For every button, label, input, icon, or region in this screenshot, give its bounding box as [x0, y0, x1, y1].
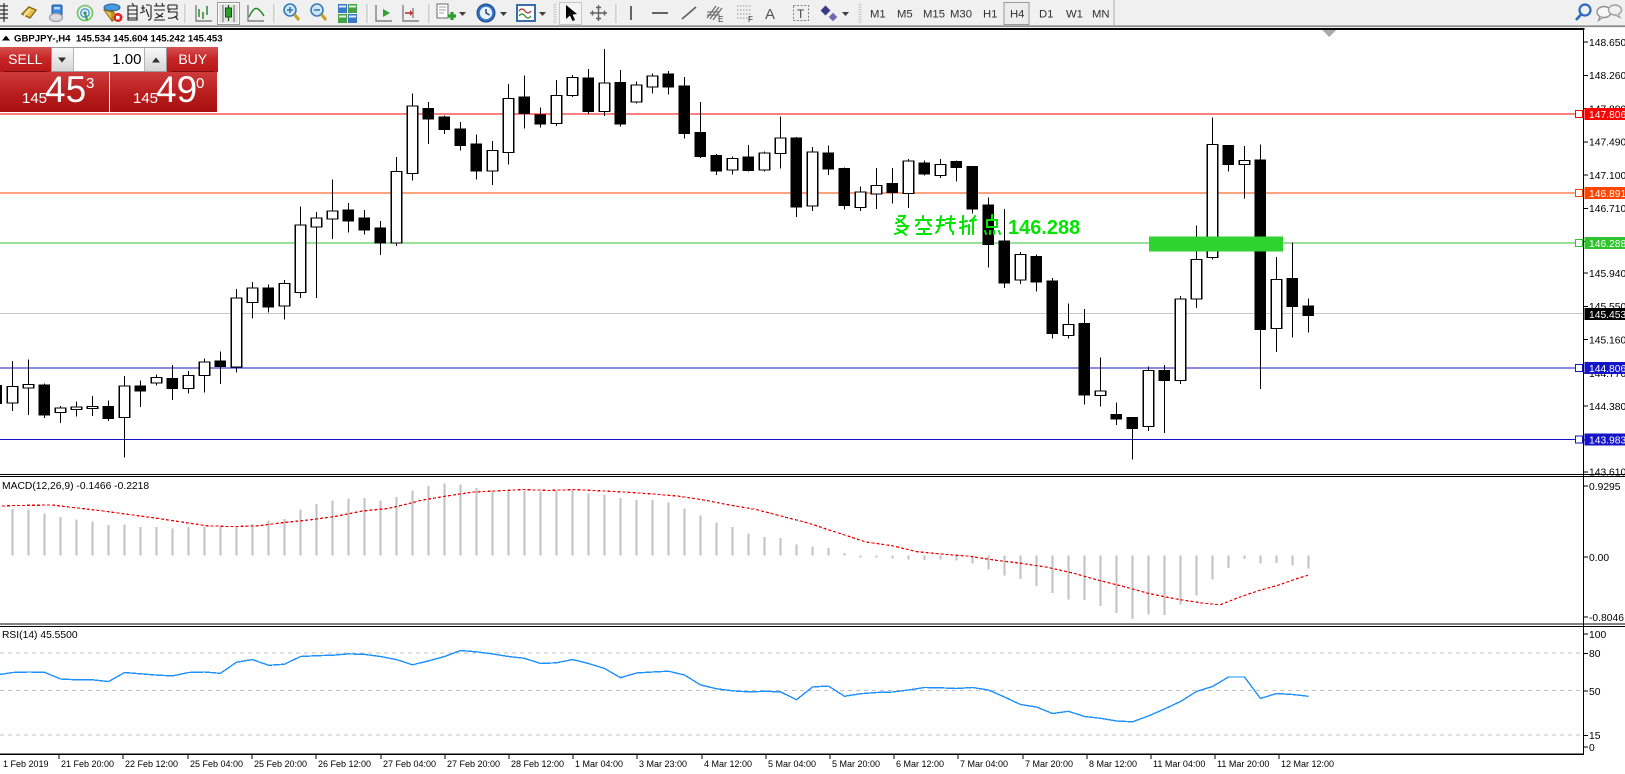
svg-text:1 Feb 2019: 1 Feb 2019 [3, 759, 49, 769]
svg-text:21 Feb 20:00: 21 Feb 20:00 [61, 759, 114, 769]
svg-text:100: 100 [1589, 630, 1606, 641]
svg-text:M5: M5 [897, 9, 913, 21]
svg-text:F: F [748, 15, 753, 24]
svg-text:143.983: 143.983 [1589, 435, 1625, 446]
svg-text:H4: H4 [1010, 9, 1024, 21]
svg-text:H1: H1 [983, 9, 997, 21]
svg-text:80: 80 [1589, 649, 1601, 660]
svg-text:3 Mar 23:00: 3 Mar 23:00 [639, 759, 687, 769]
svg-text:146.710: 146.710 [1589, 204, 1625, 215]
svg-text:1 Mar 04:00: 1 Mar 04:00 [575, 759, 623, 769]
svg-text:148.650: 148.650 [1589, 38, 1625, 49]
svg-text:147.806: 147.806 [1589, 110, 1625, 121]
svg-text:145.453: 145.453 [1589, 310, 1625, 321]
svg-text:4 Mar 12:00: 4 Mar 12:00 [704, 759, 752, 769]
svg-text:144.806: 144.806 [1589, 364, 1625, 375]
svg-text:5 Mar 20:00: 5 Mar 20:00 [832, 759, 880, 769]
svg-text:28 Feb 12:00: 28 Feb 12:00 [511, 759, 564, 769]
svg-text:0.00: 0.00 [1589, 553, 1609, 564]
svg-text:145.550: 145.550 [1589, 302, 1625, 313]
svg-text:144.770: 144.770 [1589, 369, 1625, 380]
svg-text:146.288: 146.288 [1589, 239, 1625, 250]
svg-text:MACD(12,26,9) -0.1466 -0.2218: MACD(12,26,9) -0.1466 -0.2218 [2, 481, 149, 492]
svg-text:50: 50 [1589, 687, 1601, 698]
svg-text:25 Feb 20:00: 25 Feb 20:00 [254, 759, 307, 769]
svg-text:-0.8046: -0.8046 [1589, 613, 1624, 624]
svg-text:W1: W1 [1066, 9, 1083, 21]
svg-text:27 Feb 04:00: 27 Feb 04:00 [383, 759, 436, 769]
svg-text:0.9295: 0.9295 [1589, 482, 1621, 493]
svg-text:22 Feb 12:00: 22 Feb 12:00 [125, 759, 178, 769]
svg-text:6 Mar 12:00: 6 Mar 12:00 [896, 759, 944, 769]
svg-text:D1: D1 [1039, 9, 1053, 21]
svg-text:147.490: 147.490 [1589, 138, 1625, 149]
svg-text:145.940: 145.940 [1589, 269, 1625, 280]
svg-text:12 Mar 12:00: 12 Mar 12:00 [1281, 759, 1334, 769]
svg-text:11 Mar 04:00: 11 Mar 04:00 [1153, 759, 1205, 769]
svg-text:146.891: 146.891 [1589, 189, 1625, 200]
svg-text:25 Feb 04:00: 25 Feb 04:00 [190, 759, 243, 769]
svg-text:M30: M30 [950, 9, 972, 21]
svg-text:M15: M15 [923, 9, 945, 21]
svg-text:GBPJPY-,H4 145.534 145.604 14: GBPJPY-,H4 145.534 145.604 145.242 145.4… [14, 33, 223, 44]
svg-text:RSI(14) 45.5500: RSI(14) 45.5500 [2, 630, 78, 641]
svg-text:8 Mar 12:00: 8 Mar 12:00 [1089, 759, 1137, 769]
svg-text:148.260: 148.260 [1589, 71, 1625, 82]
svg-text:146.288: 146.288 [1008, 217, 1080, 239]
svg-text:11 Mar 20:00: 11 Mar 20:00 [1217, 759, 1269, 769]
svg-text:15: 15 [1589, 731, 1601, 742]
svg-text:T: T [797, 7, 805, 21]
svg-text:0: 0 [1589, 743, 1595, 754]
svg-text:7 Mar 20:00: 7 Mar 20:00 [1025, 759, 1073, 769]
svg-text:145.160: 145.160 [1589, 336, 1625, 347]
svg-text:7 Mar 04:00: 7 Mar 04:00 [960, 759, 1008, 769]
svg-text:M1: M1 [870, 9, 886, 21]
svg-text:MN: MN [1092, 9, 1110, 21]
svg-text:143.610: 143.610 [1589, 468, 1625, 479]
svg-text:26 Feb 12:00: 26 Feb 12:00 [318, 759, 371, 769]
svg-text:A: A [765, 6, 775, 23]
svg-text:147.100: 147.100 [1589, 171, 1625, 182]
svg-text:E: E [718, 15, 723, 24]
svg-text:144.380: 144.380 [1589, 402, 1625, 413]
svg-text:5 Mar 04:00: 5 Mar 04:00 [768, 759, 816, 769]
svg-text:27 Feb 20:00: 27 Feb 20:00 [447, 759, 500, 769]
